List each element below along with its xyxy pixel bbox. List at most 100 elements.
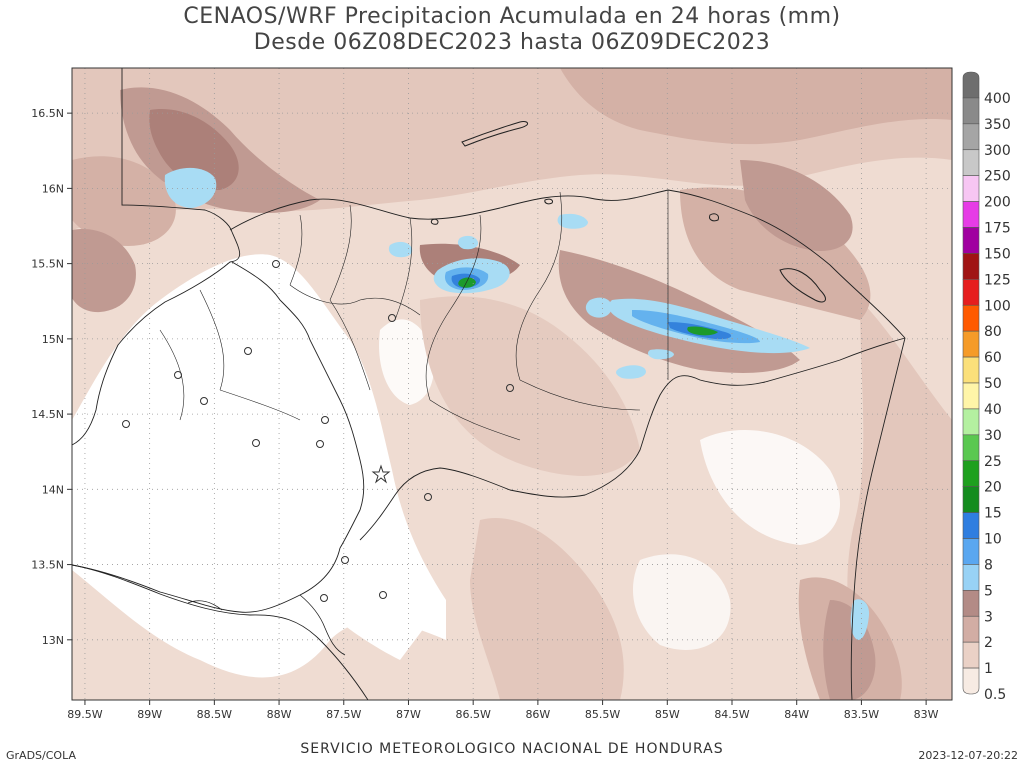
agency-label: SERVICIO METEOROLOGICO NACIONAL DE HONDU…	[300, 741, 724, 757]
precip-5mm-cell-c	[457, 235, 479, 250]
legend-swatch	[962, 615, 980, 643]
legend-swatch	[962, 253, 980, 280]
legend-swatch	[962, 123, 980, 151]
precip-5mm-cell-e	[585, 297, 612, 318]
y-tick-label: 15.5N	[31, 258, 64, 271]
city-marker	[174, 371, 182, 379]
legend-swatch	[962, 667, 980, 695]
precip-5mm-cell-g	[647, 349, 674, 360]
pacific-coast	[72, 564, 369, 700]
honduras-southwest-border	[231, 261, 365, 549]
legend-label: 20	[984, 480, 1002, 496]
legend-swatch	[962, 71, 980, 99]
legend-swatch	[962, 590, 980, 617]
legend-swatch	[962, 434, 980, 462]
legend-swatch	[962, 149, 980, 176]
x-tick-label: 86.5W	[455, 708, 490, 721]
legend-swatch	[962, 408, 980, 436]
precip-15mm-core-b	[687, 326, 718, 336]
y-axis: 13N 13.5N 14N 14.5N 15N 15.5N 16N 16.5N	[31, 107, 72, 647]
x-tick-label: 85W	[655, 708, 680, 721]
precip-1mm-central	[420, 296, 640, 476]
legend-label: 0.5	[984, 687, 1006, 703]
gulf-fonseca	[187, 594, 346, 656]
precip-3mm-northeast	[740, 160, 853, 251]
x-tick-label: 83W	[914, 708, 939, 721]
y-tick-label: 14N	[42, 483, 64, 496]
capital-star-icon	[371, 464, 391, 484]
legend-label: 10	[984, 532, 1002, 548]
plot-frame	[71, 67, 953, 701]
el-salvador-border	[72, 547, 341, 613]
legend-label: 350	[984, 117, 1011, 133]
legend-label: 100	[984, 298, 1011, 314]
legend-label: 30	[984, 428, 1002, 444]
legend-swatch	[962, 538, 980, 565]
x-tick-label: 88W	[267, 708, 292, 721]
city-marker	[506, 384, 514, 392]
city-marker	[244, 347, 252, 355]
precip-5mm-cell-f	[616, 365, 646, 379]
precip-3mm-west	[72, 229, 136, 313]
y-tick-label: 14.5N	[31, 408, 64, 421]
x-tick-label: 89.5W	[67, 708, 102, 721]
x-tick-label: 87.5W	[326, 708, 361, 721]
precip-1mm-east	[847, 300, 952, 700]
legend-swatch	[962, 460, 980, 487]
x-tick-label: 89W	[137, 708, 162, 721]
x-tick-label: 84.5W	[714, 708, 749, 721]
dry-patch-center	[379, 319, 434, 405]
legend-label: 15	[984, 506, 1002, 522]
x-axis: 89.5W 89W 88.5W 88W 87.5W 87W 86.5W 86W 85.5W 85W…	[67, 700, 939, 721]
map-subtitle: Desde 06Z08DEC2023 hasta 06Z09DEC2023	[253, 30, 771, 55]
city-marker	[320, 594, 328, 602]
legend-swatch	[962, 512, 980, 539]
precip-5mm-cell-b	[388, 241, 413, 258]
precip-5mm-lake	[164, 167, 217, 208]
city-marker	[200, 397, 208, 405]
timestamp: 2023-12-07-20:22	[918, 749, 1018, 762]
city-marker	[341, 556, 349, 564]
precip-1mm-south	[470, 518, 624, 700]
city-marker	[424, 493, 432, 501]
legend-label: 50	[984, 376, 1002, 392]
legend-swatch	[962, 201, 980, 228]
city-marker	[252, 439, 260, 447]
guatemala-border	[72, 68, 241, 446]
islands	[430, 121, 826, 303]
precip-5mm-cell-d	[557, 213, 588, 229]
legend-label: 40	[984, 402, 1002, 418]
legend-label: 5	[984, 583, 993, 599]
y-tick-label: 15N	[42, 333, 64, 346]
legend-label: 3	[984, 609, 993, 625]
legend-label: 200	[984, 195, 1011, 211]
precip-field	[72, 68, 952, 700]
caribbean-coast-nicaragua	[850, 337, 906, 700]
legend-swatch	[962, 304, 980, 332]
precip-5mm-northwest	[149, 109, 239, 190]
city-marker	[272, 260, 280, 268]
city-marker	[122, 420, 130, 428]
x-tick-label: 87W	[396, 708, 421, 721]
legend-label: 1	[984, 661, 993, 677]
legend-label: 125	[984, 272, 1011, 288]
legend-swatch	[962, 486, 980, 513]
x-tick-label: 88.5W	[197, 708, 232, 721]
legend-label: 150	[984, 246, 1011, 262]
legend-label: 250	[984, 169, 1011, 185]
precip-2mm-northeast	[680, 187, 871, 320]
legend-label: 80	[984, 324, 1002, 340]
legend-label: 25	[984, 454, 1002, 470]
legend-swatch	[962, 175, 980, 202]
legend-label: 400	[984, 91, 1011, 107]
city-markers	[122, 260, 514, 602]
legend-label: 2	[984, 635, 993, 651]
political-borders	[72, 68, 906, 700]
color-legend: 4003503002502001751501251008060504030252…	[962, 71, 1011, 703]
honduras-north-coast	[229, 189, 906, 339]
legend-swatch	[962, 330, 980, 358]
city-marker	[321, 416, 329, 424]
legend-swatch	[962, 641, 980, 669]
city-marker	[388, 314, 396, 322]
